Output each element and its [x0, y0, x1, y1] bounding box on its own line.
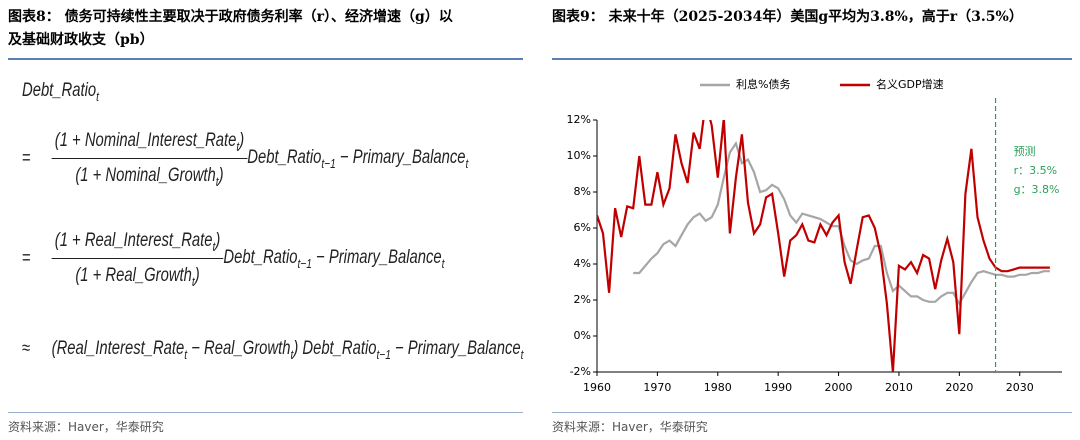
formula-term: Debt_Ratio	[247, 147, 322, 169]
formula-rest: Debt_Ratiot−1 − Primary_Balancet	[247, 147, 469, 172]
x-tick-label: 2000	[825, 381, 853, 394]
formula-subscript: t	[96, 88, 99, 104]
chart-source: 资料来源：Haver，华泰研究	[552, 420, 708, 434]
denominator: (1 + Nominal_Growtht)	[52, 159, 248, 189]
formula-term: )	[239, 130, 245, 151]
x-tick-label: 1980	[704, 381, 732, 394]
formula-subscript: t	[191, 273, 195, 289]
formula-subscript: t−1	[297, 256, 312, 272]
formula-line: = (1 + Real_Interest_Ratet) (1 + Real_Grow…	[22, 230, 445, 289]
formula-term: ) Debt_Ratio	[293, 338, 377, 359]
formula-operator: =	[22, 148, 31, 170]
title-rule	[552, 58, 1072, 60]
y-tick-label: 4%	[574, 257, 591, 270]
x-tick-label: 1990	[764, 381, 792, 394]
numerator: (1 + Real_Interest_Ratet)	[51, 230, 224, 259]
formula-line: Debt_Ratiot	[22, 80, 99, 104]
formula-subscript: t−1	[376, 346, 391, 362]
formula-subscript: t	[215, 173, 219, 189]
source-rule	[552, 412, 1072, 413]
formula-subscript: t−1	[321, 156, 336, 172]
x-tick-label: 2030	[1006, 381, 1034, 394]
series-line	[633, 140, 1050, 306]
formula-operator: =	[22, 248, 31, 270]
formula-term: )	[218, 164, 224, 186]
x-tick-label: 2010	[885, 381, 913, 394]
formula-subscript: t	[441, 256, 445, 272]
formula-operator: ≈	[22, 338, 31, 359]
x-tick-label: 2020	[945, 381, 973, 394]
fraction: (1 + Nominal_Interest_Ratet) (1 + Nominal…	[51, 130, 248, 189]
x-tick-label: 1970	[643, 381, 671, 394]
formula-subscript: t	[184, 346, 188, 362]
series-line	[597, 120, 1050, 372]
y-tick-label: 6%	[574, 221, 591, 234]
annotation: r：3.5%	[1014, 164, 1057, 177]
denominator: (1 + Real_Growtht)	[52, 259, 224, 289]
title-rule	[8, 58, 523, 60]
numerator: (1 + Nominal_Interest_Ratet)	[51, 130, 248, 159]
legend-label: 名义GDP增速	[876, 77, 944, 91]
formula-term: − Primary_Balance	[390, 338, 521, 359]
formula-term: (1 + Nominal_Growth	[75, 164, 216, 186]
formula-term: Debt_Ratio	[223, 247, 298, 269]
y-tick-label: 12%	[567, 113, 591, 126]
formula-term: Debt_Ratio	[22, 80, 97, 101]
y-tick-label: 10%	[567, 149, 591, 162]
source-rule	[8, 412, 523, 413]
formula-subscript: t	[212, 238, 216, 254]
formula-subscript: t	[465, 156, 469, 172]
annotation: g：3.8%	[1014, 183, 1060, 196]
formula-line: ≈ (Real_Interest_Ratet − Real_Growtht) De…	[22, 338, 523, 362]
chart-title: 图表9： 未来十年（2025-2034年）美国g平均为3.8%，高于r（3.5%…	[552, 9, 1023, 25]
chart: -2% 0% 2% 4% 6% 8% 10% 12% 1960 1970 1980 1990 2000 2…	[567, 77, 1062, 394]
left-source: 资料来源：Haver，华泰研究	[8, 420, 164, 434]
y-tick-label: 2%	[574, 293, 591, 306]
formula-subscript: t	[520, 346, 524, 362]
formula-term: (1 + Real_Interest_Rate	[54, 230, 213, 251]
y-tick-label: 0%	[574, 329, 591, 342]
formula-term: (1 + Real_Growth	[75, 264, 192, 286]
formula-term: − Real_Growth	[187, 338, 291, 359]
formula-term: − Primary_Balance	[335, 147, 466, 169]
formula-term: (1 + Nominal_Interest_Rate	[54, 130, 237, 151]
left-title: 图表8： 债务可持续性主要取决于政府债务利率（r）、经济增速（g）以 及基础财政…	[8, 9, 453, 48]
fraction: (1 + Real_Interest_Ratet) (1 + Real_Growt…	[51, 230, 224, 289]
formula-rest: Debt_Ratiot−1 − Primary_Balancet	[223, 247, 445, 272]
y-tick-label: 8%	[574, 185, 591, 198]
formula-subscript: t	[290, 346, 294, 362]
x-tick-label: 1960	[583, 381, 611, 394]
legend-label: 利息%债务	[736, 77, 790, 91]
formula-term: )	[215, 230, 221, 251]
y-tick-label: -2%	[570, 365, 591, 378]
formula-term: (Real_Interest_Rate	[51, 338, 185, 359]
formula-subscript: t	[236, 138, 240, 154]
formula-line: = (1 + Nominal_Interest_Ratet) (1 + Nomina…	[22, 130, 468, 189]
annotation: 预测	[1014, 145, 1036, 158]
formula-term: − Primary_Balance	[311, 247, 442, 269]
formula-term: )	[194, 264, 200, 286]
